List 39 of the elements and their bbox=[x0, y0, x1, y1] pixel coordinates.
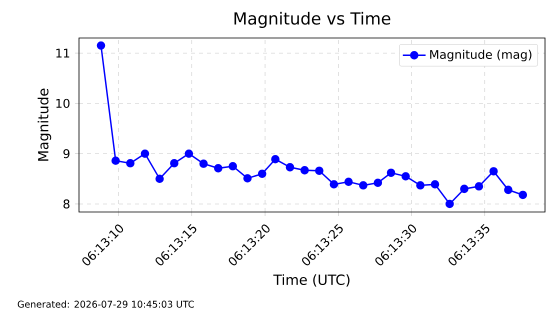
point bbox=[258, 170, 266, 178]
point bbox=[344, 178, 353, 186]
point bbox=[228, 162, 238, 170]
x-axis-title: Time (UTC) bbox=[273, 274, 350, 287]
legend-label: Magnitude (mag) bbox=[430, 50, 532, 62]
point bbox=[155, 174, 164, 184]
point bbox=[170, 159, 178, 168]
y-tick-label: 10 bbox=[56, 98, 70, 108]
point bbox=[184, 149, 194, 158]
point bbox=[243, 174, 252, 183]
point bbox=[111, 156, 120, 165]
point bbox=[416, 181, 425, 190]
point bbox=[474, 182, 484, 191]
y-tick-label: 9 bbox=[63, 149, 70, 158]
point bbox=[214, 164, 222, 172]
point bbox=[460, 184, 468, 194]
point bbox=[96, 41, 106, 50]
point bbox=[401, 172, 410, 180]
chart-title: Magnitude vs Time bbox=[234, 12, 390, 28]
point bbox=[199, 160, 208, 168]
point bbox=[140, 149, 150, 158]
point bbox=[315, 166, 324, 175]
point bbox=[445, 200, 454, 208]
point bbox=[286, 163, 294, 172]
y-tick-label: 8 bbox=[63, 199, 70, 208]
y-axis-title: Magnitude bbox=[38, 88, 52, 161]
text: Generated: 2026-07-29 10:45:03 UTC bbox=[18, 300, 194, 308]
point bbox=[126, 159, 135, 168]
point bbox=[430, 180, 440, 189]
point bbox=[386, 168, 396, 177]
point bbox=[374, 178, 382, 188]
point bbox=[300, 166, 309, 174]
point bbox=[504, 186, 512, 194]
point bbox=[359, 181, 368, 190]
point bbox=[271, 154, 280, 164]
point bbox=[330, 180, 338, 189]
y-tick-label: 11 bbox=[56, 48, 70, 58]
point bbox=[489, 167, 498, 176]
point bbox=[518, 190, 528, 200]
